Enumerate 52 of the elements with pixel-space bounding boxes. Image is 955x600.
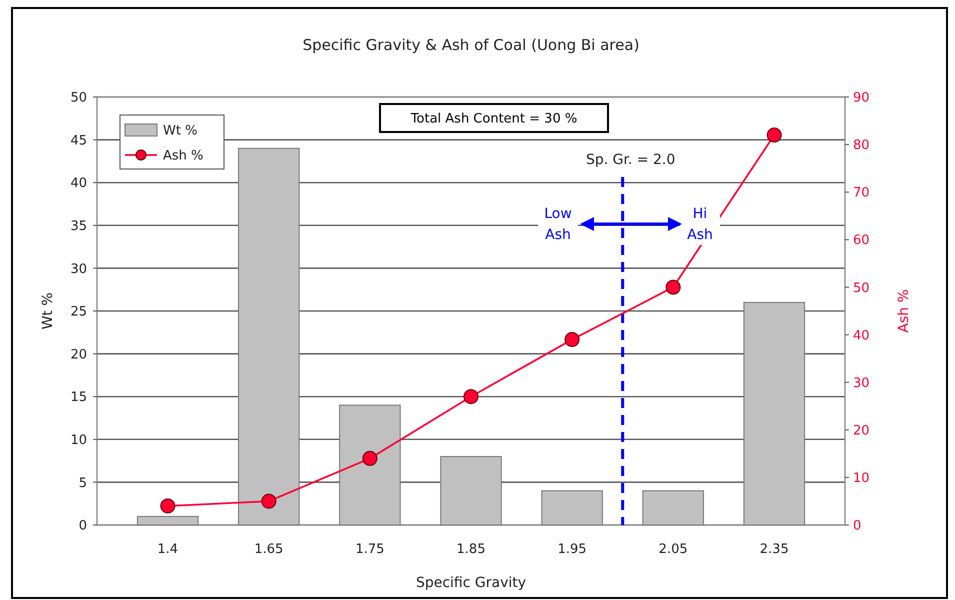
bar [238, 148, 300, 526]
y2-tick-label: 40 [853, 328, 870, 344]
y2-tick-label: 10 [853, 470, 870, 486]
y2-axis-title: Ash % [896, 289, 912, 333]
y2-tick-label: 80 [853, 138, 870, 154]
x-tick-label: 1.65 [254, 542, 284, 557]
y2-tick-label: 60 [853, 233, 870, 248]
bar [136, 516, 199, 526]
legend-label: Ash % [163, 148, 204, 164]
y-axis-title: Wt % [40, 292, 56, 330]
bar [339, 404, 401, 526]
y-tick-label: 15 [70, 390, 87, 406]
point [160, 498, 176, 514]
y-tick-label: 45 [70, 133, 87, 148]
x-tick-label: 1.75 [355, 542, 384, 557]
bar [440, 456, 502, 526]
annotation: Sp. Gr. = 2.0 [586, 152, 676, 168]
y-tick-label: 35 [70, 218, 87, 234]
y2-tick-label: 50 [853, 280, 870, 296]
y-tick-label: 25 [70, 304, 87, 320]
y2-tick-label: 30 [853, 376, 870, 391]
y-tick-label: 50 [70, 90, 87, 106]
point [464, 389, 478, 404]
legend-label: Wt % [163, 124, 198, 139]
annotation: Total Ash Content = 30 % [410, 112, 578, 127]
annotation: Low Ash [544, 206, 572, 243]
y2-tick-label: 20 [853, 423, 870, 438]
point [362, 450, 378, 466]
annotation: Hi Ash [687, 206, 713, 243]
y-tick-label: 20 [70, 347, 87, 362]
x-axis-title: Specific Gravity [416, 575, 526, 591]
bar [743, 302, 806, 526]
point [766, 128, 782, 143]
bar [642, 490, 704, 526]
point [666, 280, 681, 295]
x-tick-label: 1.4 [157, 542, 178, 557]
x-tick-label: 1.95 [558, 542, 587, 557]
x-tick-label: 1.85 [456, 542, 486, 557]
x-tick-label: 2.05 [658, 542, 688, 557]
x-tick-label: 2.35 [760, 542, 789, 557]
y-tick-label: 5 [78, 476, 87, 491]
y-tick-label: 10 [70, 432, 87, 448]
y2-tick-label: 90 [853, 90, 870, 106]
y-tick-label: 0 [78, 518, 87, 534]
y-tick-label: 30 [70, 262, 87, 277]
point [261, 494, 276, 509]
y2-tick-label: 0 [853, 518, 862, 534]
y-tick-label: 40 [70, 176, 87, 192]
y2-tick-label: 70 [853, 186, 870, 201]
point [564, 332, 580, 348]
chart-title: Specific Gravity & Ash of Coal (Uong Bi area) [302, 36, 640, 54]
bar [541, 490, 603, 526]
